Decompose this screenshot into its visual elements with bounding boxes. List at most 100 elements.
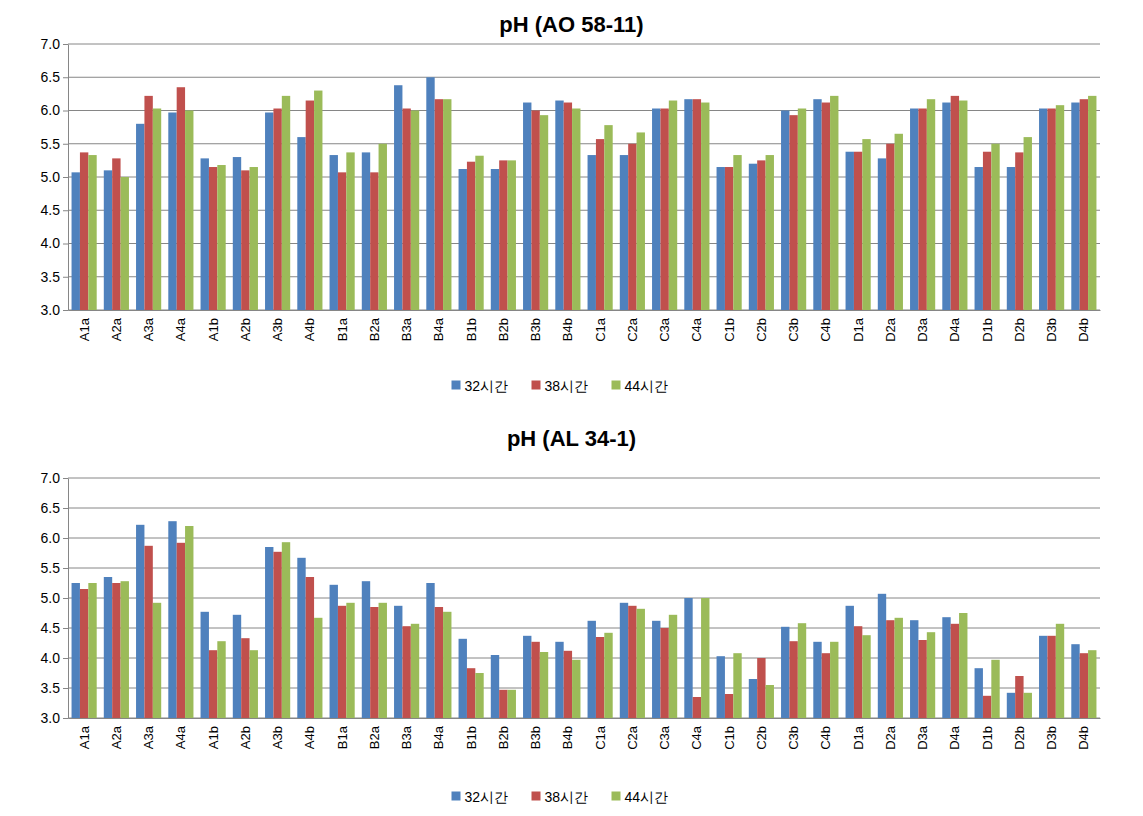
bar bbox=[531, 642, 539, 718]
bar bbox=[177, 87, 185, 310]
x-tick-label: B2a bbox=[367, 317, 382, 341]
x-tick-label: D4a bbox=[947, 725, 962, 750]
x-tick-label: A4b bbox=[302, 726, 317, 749]
bar bbox=[684, 598, 692, 718]
y-axis-line bbox=[68, 479, 69, 719]
bar bbox=[564, 103, 572, 310]
legend-swatch bbox=[532, 381, 541, 390]
x-tick-label: A1a bbox=[77, 317, 92, 341]
bar bbox=[781, 111, 789, 311]
bar bbox=[330, 585, 338, 718]
x-tick: A4a bbox=[173, 310, 188, 341]
chart: pH (AL 34-1)3.03.54.04.55.05.56.06.57.0A… bbox=[41, 426, 1101, 805]
x-tick: A1b bbox=[206, 310, 221, 341]
bar bbox=[717, 656, 725, 718]
bar bbox=[749, 164, 757, 310]
bar bbox=[733, 155, 741, 310]
grid-line bbox=[68, 568, 1100, 569]
bar bbox=[1088, 96, 1096, 310]
y-tick: 5.5 bbox=[41, 136, 68, 152]
x-tick: C1b bbox=[722, 718, 737, 750]
x-tick-label: C3a bbox=[657, 725, 672, 750]
x-axis: A1aA2aA3aA4aA1bA2bA3bA4bB1aB2aB3aB4aB1bB… bbox=[69, 718, 1101, 750]
y-tick: 5.0 bbox=[41, 590, 68, 606]
bar bbox=[201, 158, 209, 310]
x-tick-label: D1a bbox=[851, 317, 866, 342]
bar bbox=[886, 144, 894, 310]
bar bbox=[499, 160, 507, 310]
bar bbox=[491, 169, 499, 310]
y-tick: 3.0 bbox=[41, 302, 68, 318]
bar bbox=[88, 155, 96, 310]
grid-line bbox=[68, 508, 1100, 509]
bars bbox=[72, 77, 1097, 310]
bar bbox=[959, 101, 967, 310]
bar bbox=[80, 589, 88, 718]
bar bbox=[379, 603, 387, 718]
bar bbox=[379, 144, 387, 310]
x-tick-label: D2b bbox=[1012, 318, 1027, 342]
x-tick-label: B1b bbox=[464, 318, 479, 341]
x-tick: A4b bbox=[302, 310, 317, 341]
x-tick: B4a bbox=[431, 310, 446, 341]
bar bbox=[411, 111, 419, 311]
bar bbox=[1039, 636, 1047, 718]
bar bbox=[233, 615, 241, 718]
bar bbox=[168, 521, 176, 718]
bar bbox=[241, 170, 249, 310]
x-tick: B2a bbox=[367, 718, 382, 749]
x-tick-label: D4b bbox=[1076, 726, 1091, 750]
bar bbox=[983, 696, 991, 718]
bar bbox=[491, 655, 499, 718]
y-tick-mark bbox=[63, 628, 68, 629]
y-tick: 7.0 bbox=[41, 470, 68, 486]
bar-series bbox=[80, 87, 1088, 310]
bar bbox=[927, 99, 935, 310]
bar bbox=[201, 612, 209, 718]
x-tick-label: B4a bbox=[431, 725, 446, 749]
bar bbox=[241, 638, 249, 718]
y-tick: 7.0 bbox=[41, 36, 68, 52]
x-tick: A2b bbox=[238, 310, 253, 341]
bar bbox=[895, 134, 903, 310]
y-tick: 4.5 bbox=[41, 620, 68, 636]
x-tick-label: B1b bbox=[464, 726, 479, 749]
bar bbox=[168, 112, 176, 310]
y-tick-label: 4.0 bbox=[41, 650, 61, 666]
bars bbox=[72, 521, 1097, 718]
grid-line bbox=[68, 478, 1100, 479]
x-tick: D1a bbox=[851, 310, 866, 342]
bar bbox=[346, 152, 354, 310]
y-tick-mark bbox=[63, 688, 68, 689]
x-tick: D2a bbox=[883, 310, 898, 342]
bar-series bbox=[80, 543, 1088, 718]
x-tick-label: B2b bbox=[496, 726, 511, 749]
bar bbox=[475, 673, 483, 718]
x-tick-label: D3b bbox=[1044, 726, 1059, 750]
y-tick-label: 3.0 bbox=[41, 710, 61, 726]
x-tick-label: D4b bbox=[1076, 318, 1091, 342]
bar bbox=[555, 101, 563, 310]
grid-line bbox=[68, 77, 1100, 78]
x-tick: D1b bbox=[980, 718, 995, 750]
x-tick: A3b bbox=[270, 310, 285, 341]
legend-swatch bbox=[452, 381, 461, 390]
bar bbox=[121, 177, 129, 310]
y-tick-label: 6.0 bbox=[41, 530, 61, 546]
bar bbox=[330, 155, 338, 310]
bar bbox=[749, 679, 757, 718]
bar bbox=[104, 577, 112, 718]
bar bbox=[72, 583, 80, 718]
x-tick: C3a bbox=[657, 310, 672, 342]
bar bbox=[1047, 636, 1055, 718]
bar bbox=[652, 109, 660, 310]
legend: 32시간38시간44시간 bbox=[452, 378, 669, 394]
x-tick-label: C2b bbox=[754, 726, 769, 750]
x-tick: C2b bbox=[754, 718, 769, 750]
y-tick-mark bbox=[63, 277, 68, 278]
bar bbox=[628, 144, 636, 310]
bar bbox=[459, 169, 467, 310]
x-tick: B1a bbox=[335, 718, 350, 749]
bar bbox=[217, 641, 225, 718]
x-tick: B4a bbox=[431, 718, 446, 749]
